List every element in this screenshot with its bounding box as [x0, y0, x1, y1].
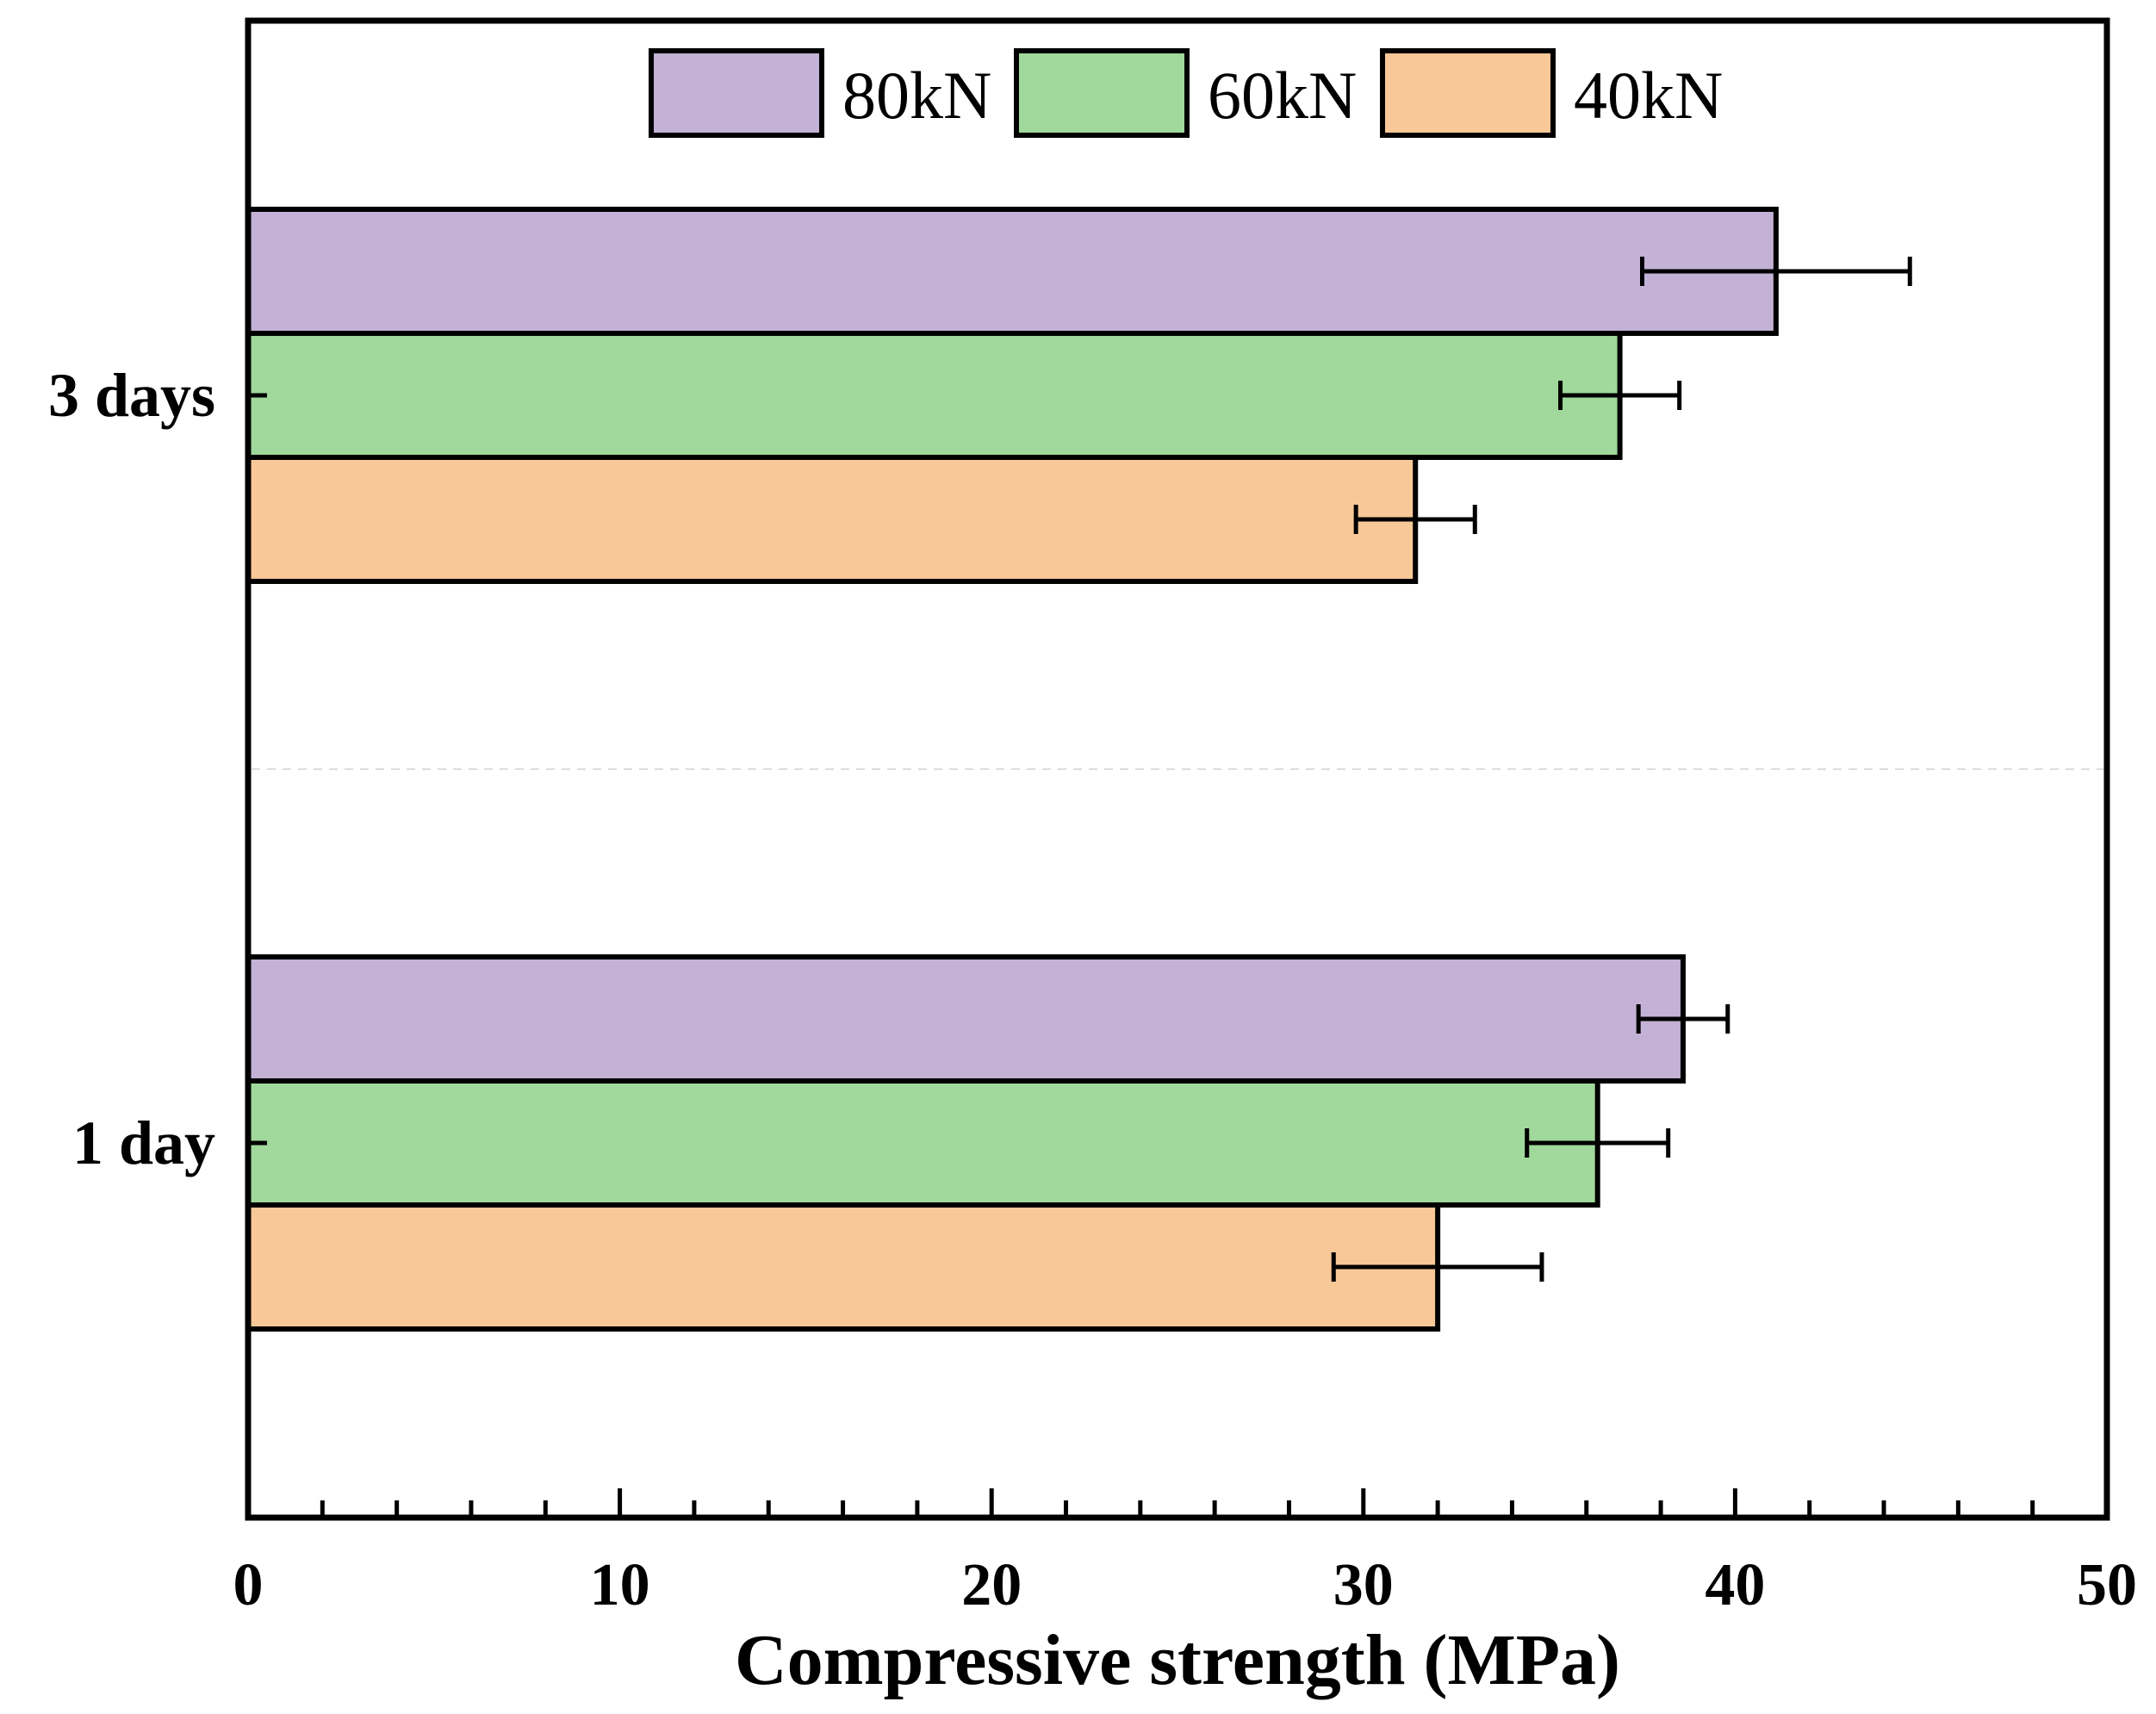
bar-60kN-3-days	[245, 331, 1623, 460]
y-category-label: 1 day	[72, 1109, 215, 1177]
x-axis-ticks: 0 10 20 30 40 50	[233, 1488, 2137, 1618]
bar-60kN-1-day	[245, 1078, 1600, 1208]
legend-swatch-60kN	[1014, 48, 1190, 138]
x-tick-label: 20	[961, 1552, 1022, 1618]
x-tick-label: 0	[233, 1552, 264, 1618]
plot-frame	[245, 17, 2110, 1521]
legend-swatch-80kN	[649, 48, 824, 138]
legend-label-60kN: 60kN	[1208, 58, 1357, 133]
x-tick-label: 30	[1333, 1552, 1394, 1618]
legend-label-80kN: 80kN	[842, 58, 991, 133]
bar-40kN-1-day	[245, 1202, 1441, 1332]
x-tick-label: 40	[1705, 1552, 1765, 1618]
legend-label-40kN: 40kN	[1574, 58, 1723, 133]
bar-40kN-3-days	[245, 455, 1419, 584]
y-category-label: 3 days	[48, 361, 215, 430]
legend: 80kN 60kN 40kN	[649, 48, 1723, 138]
bar-80kN-3-days	[245, 207, 1779, 336]
x-axis-title: Compressive strength (MPa)	[735, 1620, 1620, 1700]
x-tick-label: 10	[590, 1552, 650, 1618]
bar-80kN-1-day	[245, 954, 1686, 1084]
x-tick-label: 50	[2077, 1552, 2137, 1618]
error-bars-layer	[1331, 257, 1912, 1282]
bars-layer	[245, 207, 1779, 1332]
legend-swatch-40kN	[1380, 48, 1556, 138]
y-axis-categories: 3 days 1 day	[48, 361, 267, 1177]
